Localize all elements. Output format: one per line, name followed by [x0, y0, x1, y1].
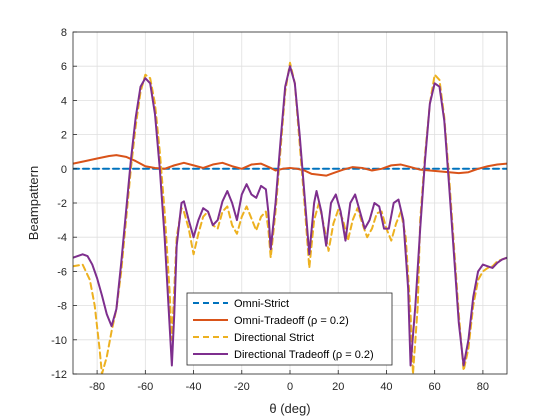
legend-label-4: Directional Tradeoff (ρ = 0.2)	[234, 349, 374, 361]
legend: Omni-Strict Omni-Tradeoff (ρ = 0.2) Direct…	[186, 292, 393, 366]
y-tick-label: -10	[51, 335, 67, 347]
y-tick-label: -2	[57, 198, 67, 210]
series-layer	[73, 61, 507, 374]
x-tick-label: 80	[477, 381, 489, 393]
y-tick-label: 4	[61, 95, 67, 107]
y-tick-label: 0	[61, 164, 67, 176]
x-tick-label: 0	[287, 381, 293, 393]
y-tick-label: 2	[61, 130, 67, 142]
x-tick-label: 20	[332, 381, 344, 393]
y-tick-label: 8	[61, 27, 67, 39]
series-group	[73, 61, 507, 374]
x-tick-label: 40	[380, 381, 392, 393]
x-axis-label: θ (deg)	[269, 401, 310, 416]
x-tick-label: -40	[186, 381, 202, 393]
y-tick-label: -8	[57, 301, 67, 313]
y-axis-label: Beampattern	[26, 166, 41, 240]
series-line-2	[73, 154, 507, 177]
y-tick-label: -4	[57, 232, 67, 244]
x-tick-label: -20	[234, 381, 250, 393]
y-tick-label: -12	[51, 369, 67, 381]
legend-label-3: Directional Strict	[234, 332, 314, 344]
series-line-4	[73, 65, 507, 367]
legend-label-1: Omni-Strict	[234, 298, 289, 310]
x-tick-label: -60	[137, 381, 153, 393]
y-tick-label: -6	[57, 266, 67, 278]
y-tick-label: 6	[61, 61, 67, 73]
legend-label-2: Omni-Tradeoff (ρ = 0.2)	[234, 315, 349, 327]
x-tick-label: -80	[89, 381, 105, 393]
x-tick-label: 60	[429, 381, 441, 393]
